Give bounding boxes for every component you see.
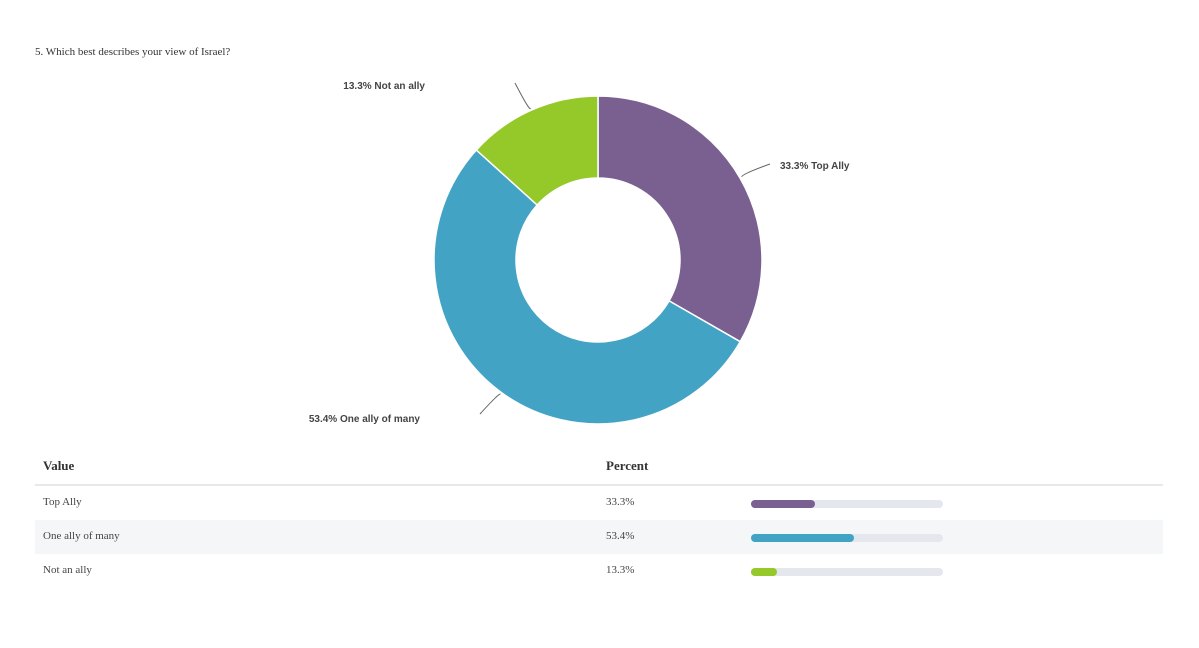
percent-bar-fill [751, 534, 854, 542]
percent-bar-track [751, 534, 943, 542]
slice-label: 53.4% One ally of many [309, 414, 421, 425]
question-title: 5. Which best describes your view of Isr… [35, 46, 231, 58]
table-row: One ally of many 53.4% [35, 520, 1163, 554]
percent-bar-track [751, 500, 943, 508]
leader-line [741, 163, 771, 178]
slice-not-an-ally [475, 95, 599, 207]
row-percent: 33.3% [606, 496, 635, 508]
table-row: Top Ally 33.3% [35, 486, 1163, 520]
percent-bar-track [751, 568, 943, 576]
row-percent: 13.3% [606, 564, 635, 576]
percent-bar-fill [751, 500, 815, 508]
slice-label: 13.3% Not an ally [343, 81, 425, 92]
slice-top-ally [597, 95, 763, 343]
header-percent: Percent [606, 458, 649, 473]
row-value: Top Ally [43, 496, 82, 508]
row-value: Not an ally [43, 564, 92, 576]
leader-line [514, 82, 532, 110]
leader-line [479, 393, 501, 415]
results-table: Value Percent Top Ally 33.3% One ally of… [35, 448, 1163, 588]
table-header: Value Percent [35, 448, 1163, 486]
row-percent: 53.4% [606, 530, 635, 542]
row-value: One ally of many [43, 530, 120, 542]
slice-label: 33.3% Top Ally [780, 161, 850, 172]
donut-chart: 33.3% Top Ally 53.4% One ally of many 13.3… [309, 81, 850, 425]
slice-one-ally-of-many [433, 148, 742, 425]
table-row: Not an ally 13.3% [35, 554, 1163, 588]
header-value: Value [43, 458, 75, 473]
percent-bar-fill [751, 568, 777, 576]
